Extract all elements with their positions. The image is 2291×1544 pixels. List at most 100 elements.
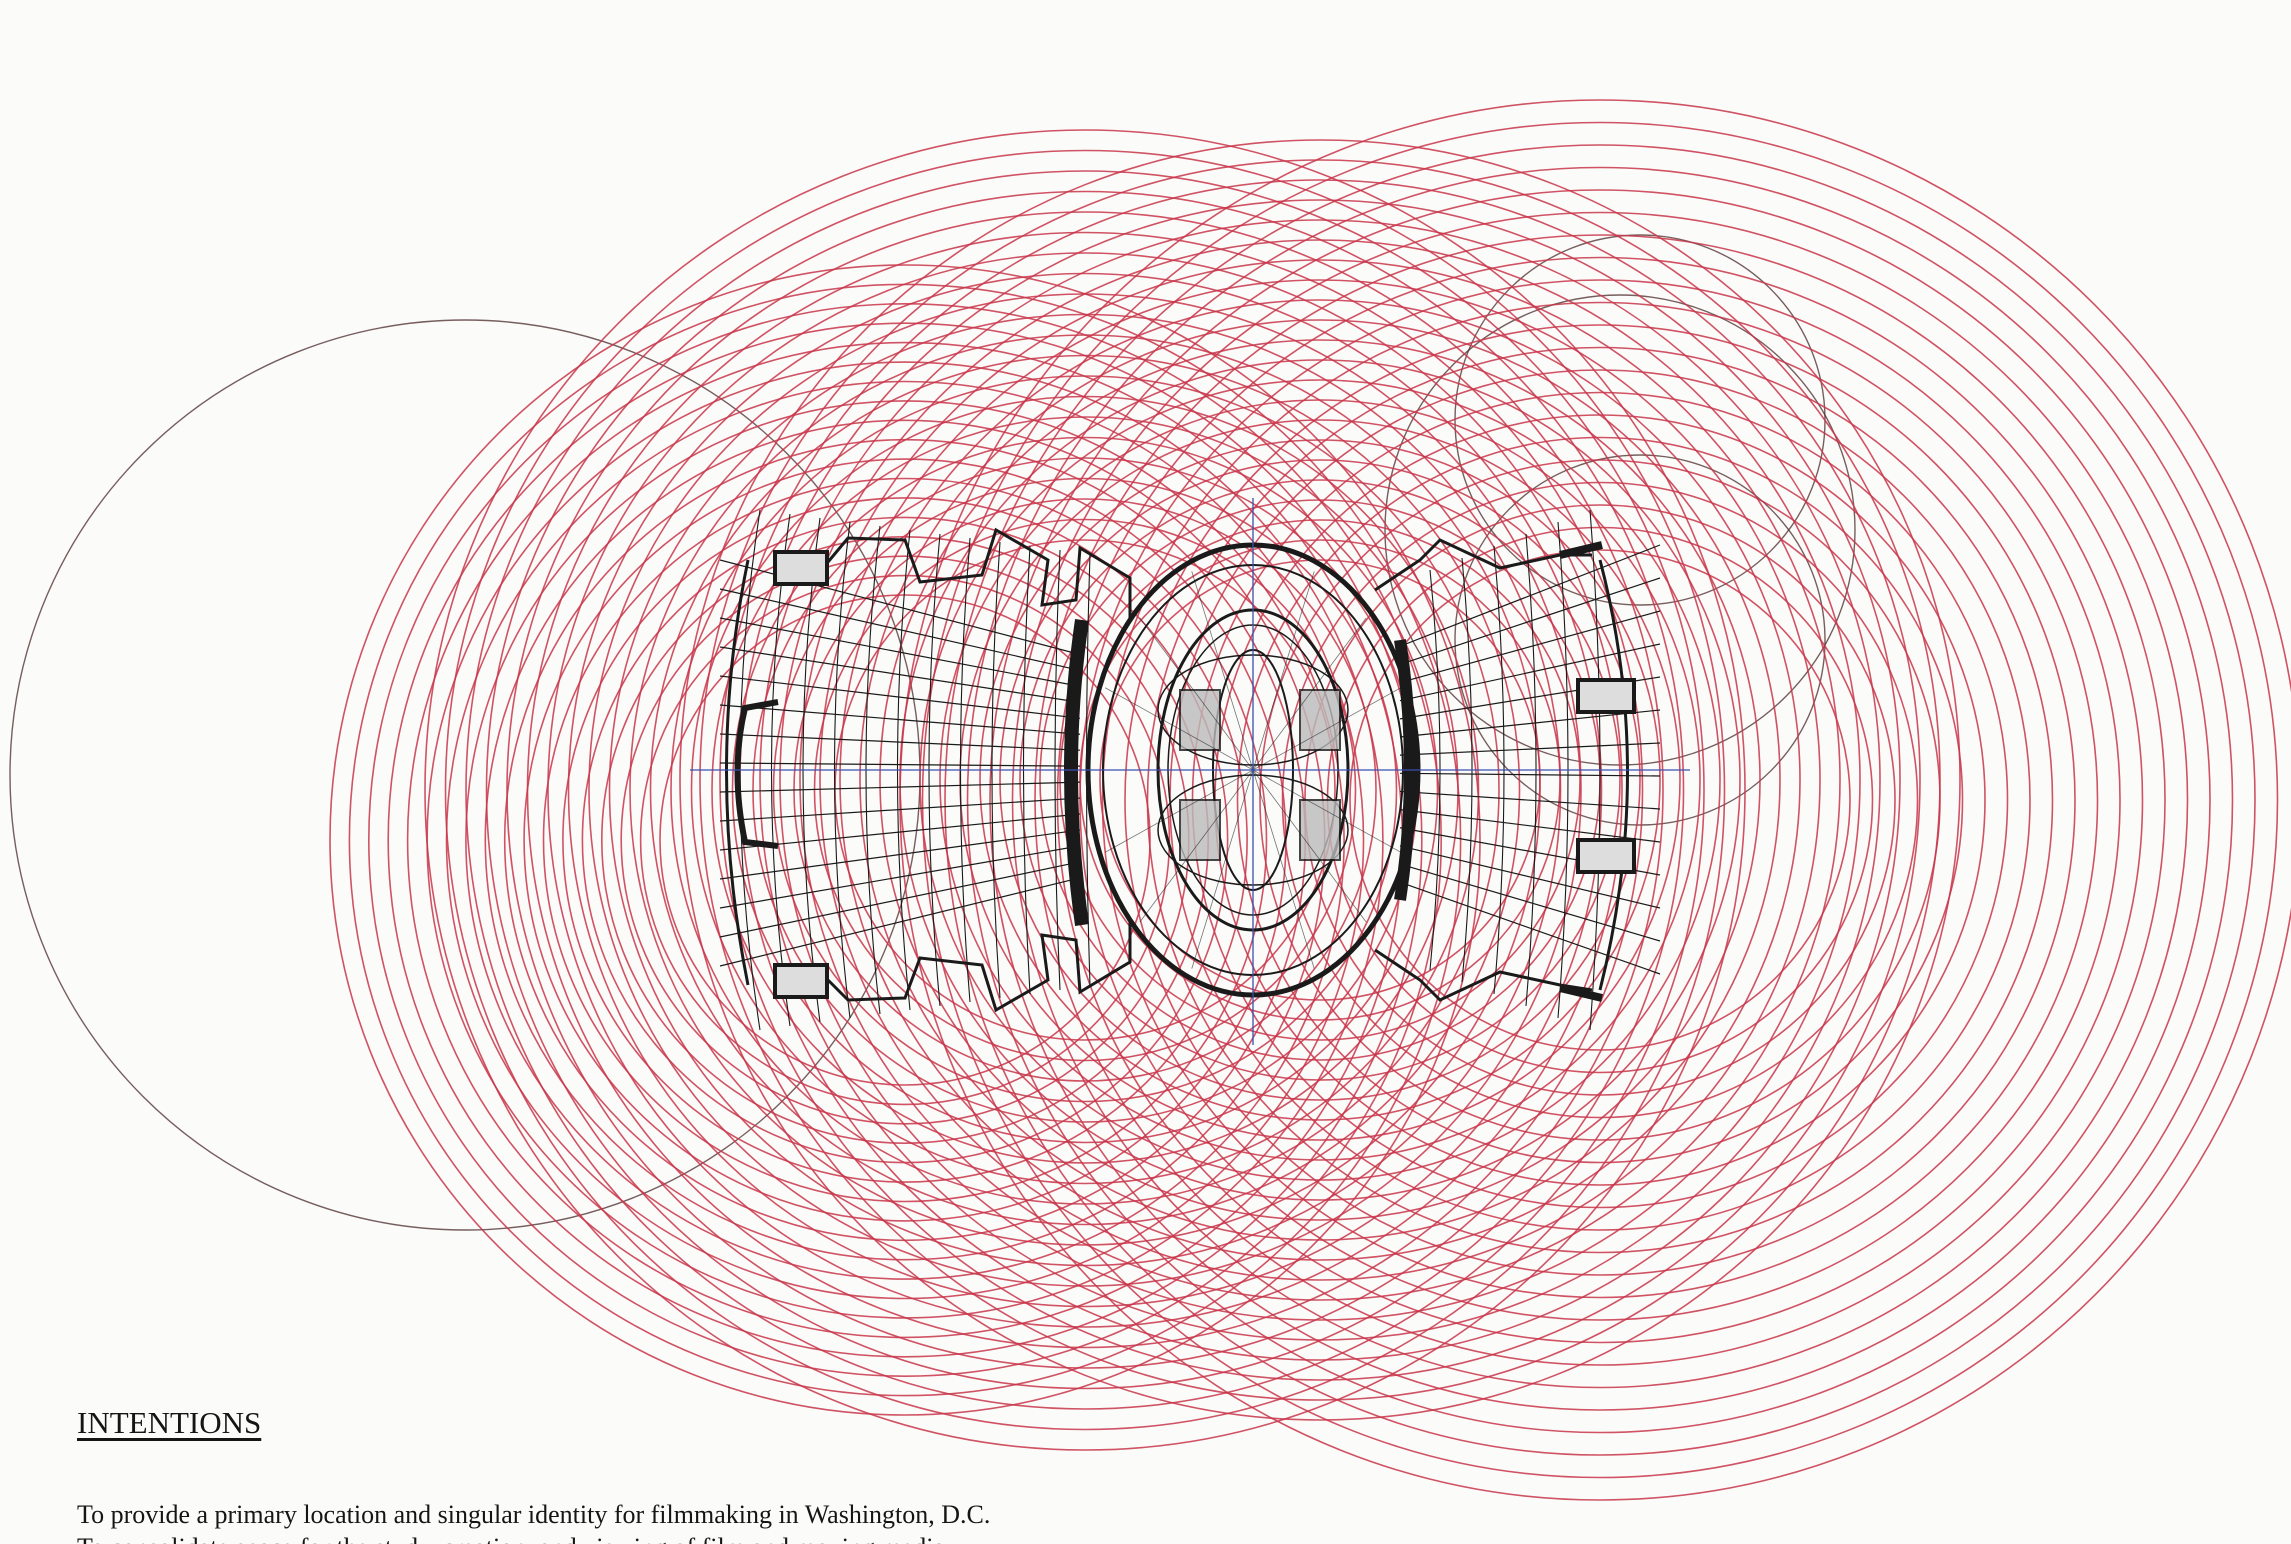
grid-line (1399, 577, 1661, 665)
red-ring (921, 121, 2279, 1479)
seating-block (1179, 689, 1221, 751)
seating-block (1179, 799, 1221, 861)
red-ring (679, 139, 1961, 1421)
red-ring (966, 166, 2234, 1434)
red-ring (1034, 234, 2166, 1366)
grid-line (1399, 790, 1661, 810)
grid-line (1399, 643, 1661, 702)
construction-circle (9, 319, 921, 1231)
left-outer-wall (725, 559, 750, 986)
red-ring (1124, 324, 2076, 1276)
red-ring (567, 272, 1603, 1308)
red-ring (1259, 459, 1941, 1141)
grid-line (719, 762, 1081, 767)
red-ring (944, 144, 2256, 1456)
grid-line (719, 813, 1081, 851)
right-exit-bottom (1559, 984, 1603, 1002)
red-ring (939, 399, 1701, 1161)
red-ring (919, 379, 1721, 1181)
red-ring (799, 259, 1841, 1301)
grid-line (1399, 610, 1661, 684)
grid-line (719, 861, 1081, 938)
red-ring (387, 322, 1423, 1358)
grid-line (1399, 809, 1661, 843)
red-ring (1101, 301, 2099, 1299)
red-ring (526, 231, 1644, 1349)
red-ring (1011, 211, 2189, 1389)
grid-line (1399, 881, 1661, 975)
grid-line (719, 588, 1081, 672)
red-ring (367, 302, 1443, 1378)
red-ring (1099, 559, 1541, 1001)
red-ring (424, 129, 1746, 1451)
construction-circle (1454, 454, 1826, 826)
red-ring (779, 239, 1861, 1321)
ring-set-centre-left (424, 129, 1746, 1451)
red-ring (465, 170, 1705, 1410)
red-ring (819, 279, 1821, 1281)
red-ring (690, 395, 1480, 1185)
red-ring (989, 189, 2211, 1411)
red-ring (899, 99, 2291, 1501)
grid-line (719, 781, 1081, 793)
red-ring (1019, 479, 1621, 1081)
grid-line (719, 829, 1081, 880)
grid-line (719, 704, 1081, 735)
grid-line (719, 797, 1081, 822)
grid-line (1399, 863, 1661, 942)
red-ring (465, 400, 1345, 1280)
red-ring (649, 354, 1521, 1226)
red-ring (731, 436, 1439, 1144)
intentions-line-2: To consolidate space for the study, crea… (77, 1533, 951, 1544)
grid-line (1399, 845, 1661, 909)
intentions-line-1: To provide a primary location and singul… (77, 1500, 991, 1529)
red-ring (719, 179, 1921, 1381)
grid-line (1399, 742, 1661, 756)
red-ring (979, 439, 1661, 1121)
right-exit-top (1559, 541, 1603, 559)
red-ring (1079, 279, 2121, 1321)
red-ring (639, 574, 1171, 1106)
red-ring (329, 264, 1481, 1416)
red-ring (1236, 436, 1964, 1164)
left-exit (734, 699, 779, 849)
stair-box (773, 550, 829, 586)
red-ring (859, 319, 1781, 1241)
red-ring (1281, 481, 1919, 1119)
ring-set-left (329, 264, 1481, 1416)
red-ring (1349, 549, 1851, 1051)
grid-line (719, 877, 1081, 967)
stair-box (1576, 838, 1636, 874)
intentions-heading: INTENTIONS (77, 1405, 262, 1440)
grid-line (719, 675, 1081, 719)
red-ring (506, 211, 1664, 1369)
blue-axes (690, 498, 1690, 1045)
grid-line (719, 733, 1081, 751)
left-lower-wall (826, 920, 1132, 1013)
red-ring (542, 477, 1268, 1203)
red-ring (839, 299, 1801, 1261)
red-ring (879, 339, 1761, 1221)
left-upper-wall (826, 527, 1132, 620)
red-ring (759, 219, 1881, 1341)
stair-box (773, 963, 829, 999)
construction-circle (1454, 234, 1826, 606)
ring-set-centre-right (679, 139, 1961, 1421)
right-outer-wall (1598, 559, 1629, 991)
stair-box (1576, 678, 1636, 714)
red-ring (444, 149, 1726, 1431)
grid-line (1399, 772, 1661, 777)
red-ring (711, 416, 1459, 1164)
seating-block (1299, 799, 1341, 861)
red-ring (1146, 346, 2054, 1254)
core-wall-left (1064, 618, 1089, 926)
red-ring (547, 252, 1623, 1328)
grid-line (1399, 709, 1661, 738)
red-ring (999, 459, 1641, 1101)
red-ring (1059, 519, 1581, 1041)
red-ring (445, 380, 1365, 1300)
red-ring (485, 190, 1685, 1390)
red-ring (562, 497, 1248, 1183)
